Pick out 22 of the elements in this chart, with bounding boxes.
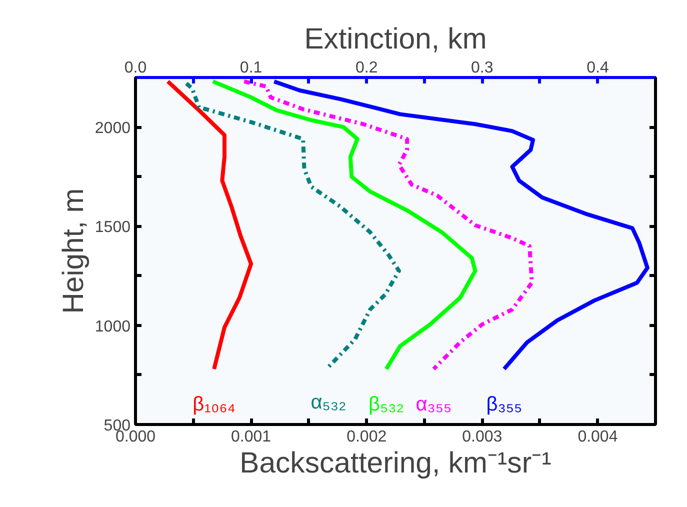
x-tick-label: 0.003 xyxy=(462,428,502,446)
y-tick-label: 1500 xyxy=(94,219,131,236)
x-tick-label: 0.004 xyxy=(578,428,618,446)
y-axis-title: Height, m xyxy=(56,188,90,314)
y-tick-label: 2000 xyxy=(94,120,131,138)
series-label: β₃₅₅ xyxy=(486,393,522,416)
x2-tick-label: 0.1 xyxy=(240,60,262,76)
x2-tick-label: 0.2 xyxy=(355,60,378,76)
x2-tick-label: 0.4 xyxy=(586,60,609,76)
x-tick-label: 0.001 xyxy=(231,428,272,446)
x2-tick-label: 0.0 xyxy=(124,60,147,76)
line-series xyxy=(210,79,478,371)
x-axis-title: Backscattering, km⁻¹sr⁻¹ xyxy=(240,446,552,480)
series-label: α₃₅₅ xyxy=(416,393,452,416)
x-tick-label: 0.002 xyxy=(346,428,387,446)
x2-tick-label: 0.3 xyxy=(471,60,494,76)
y-tick-label: 1000 xyxy=(94,318,131,336)
line-series xyxy=(166,79,254,371)
x2-axis-title: Extinction, km xyxy=(304,22,487,56)
series-label: α₅₃₂ xyxy=(310,391,346,414)
series-label: β₁₀₆₄ xyxy=(192,393,236,416)
series-label: β₅₃₂ xyxy=(368,393,404,416)
